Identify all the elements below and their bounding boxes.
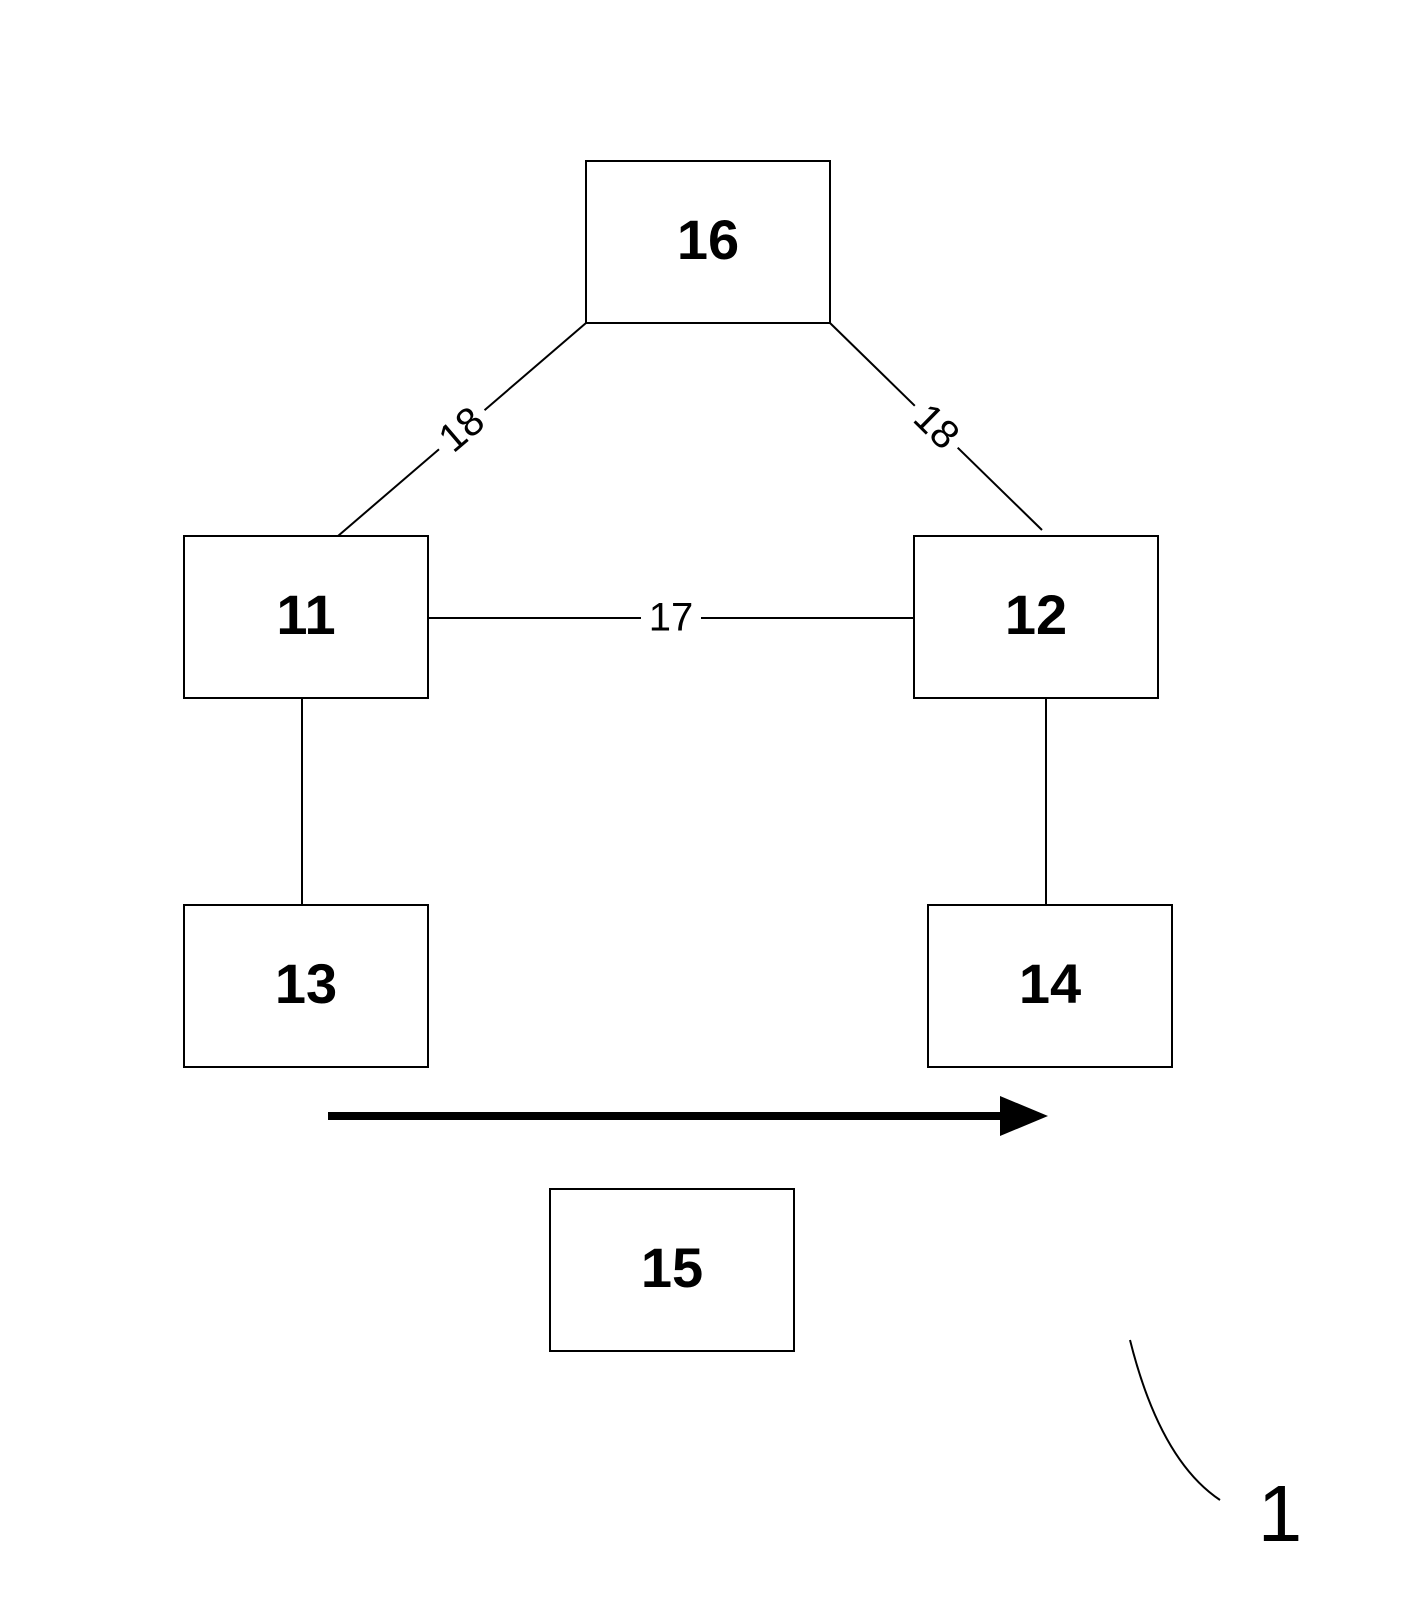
- figure-number: 1: [1258, 1469, 1303, 1558]
- edge-label-17-2: 17: [649, 596, 694, 640]
- edge-label-18-0: 18: [431, 398, 493, 460]
- node-label-11: 11: [276, 583, 335, 646]
- node-label-16: 16: [677, 208, 739, 271]
- node-label-14: 14: [1019, 952, 1081, 1015]
- figure-leader: [1130, 1340, 1220, 1500]
- edge-label-group-18-0: 18: [425, 393, 499, 465]
- node-label-15: 15: [641, 1236, 703, 1299]
- edge-label-group-17-2: 17: [641, 596, 701, 640]
- node-label-13: 13: [275, 952, 337, 1015]
- node-label-12: 12: [1005, 583, 1067, 646]
- direction-arrow-head: [1000, 1096, 1048, 1136]
